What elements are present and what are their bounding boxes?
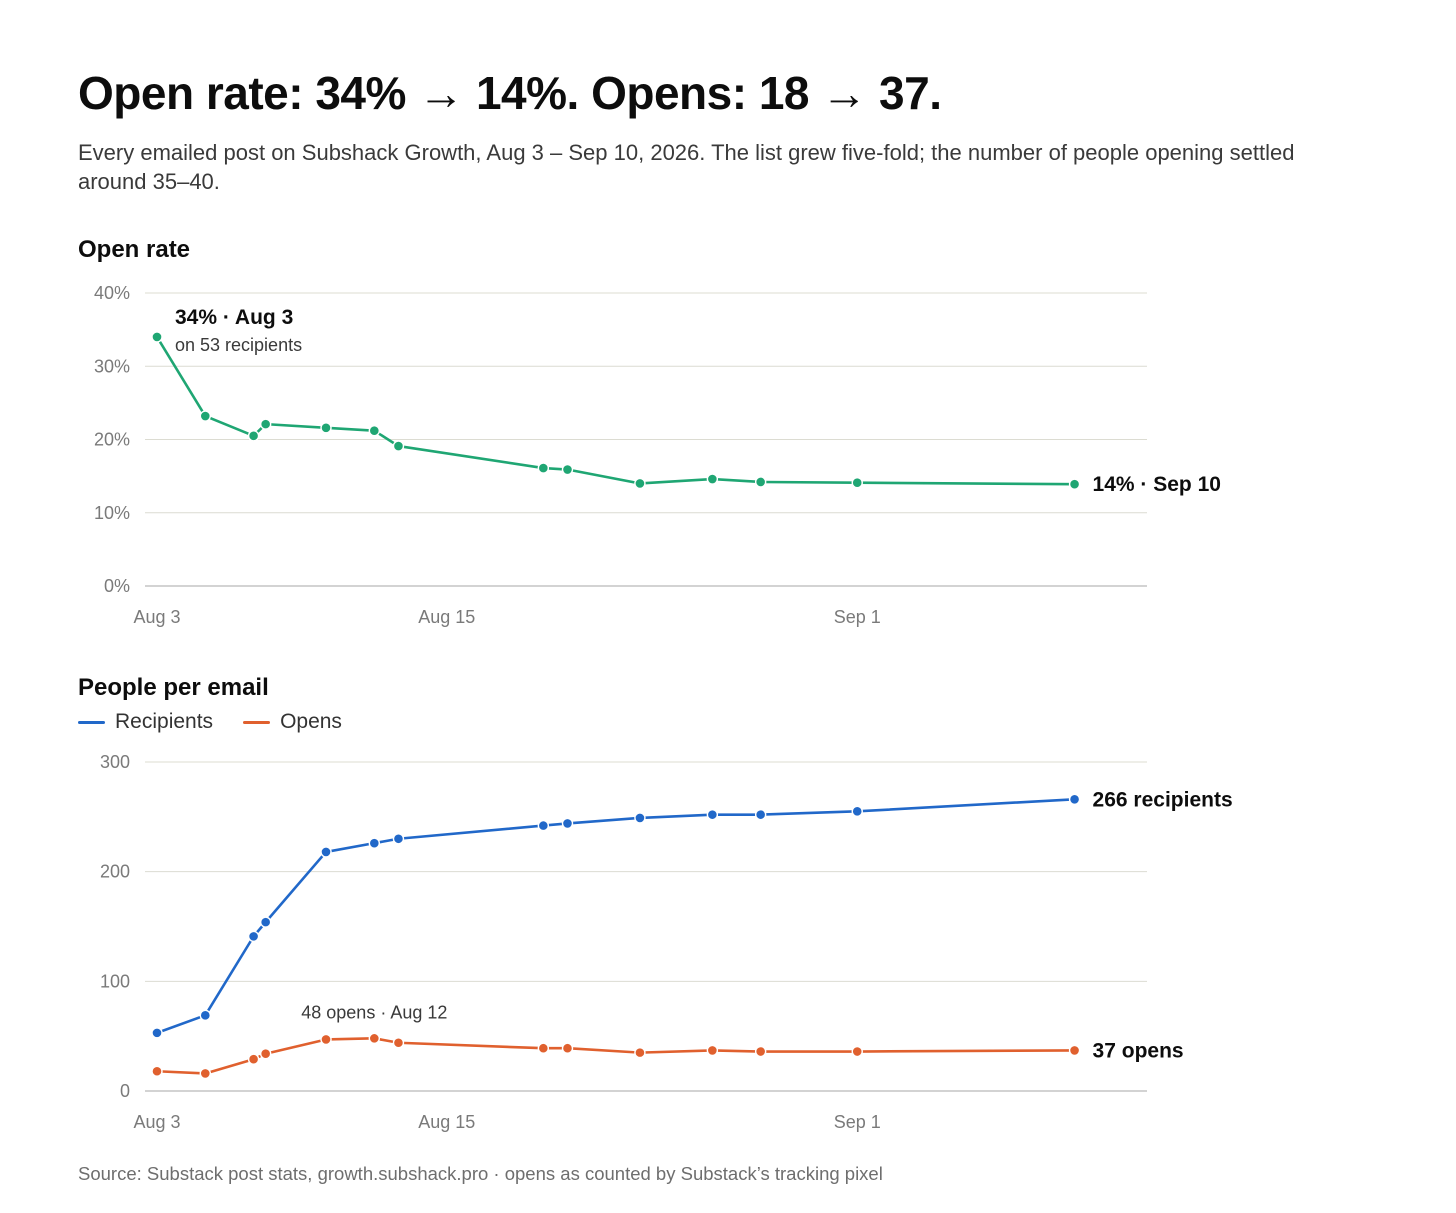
x-tick-label-0: Aug 3: [133, 1112, 180, 1132]
data-point-0-7: [537, 462, 550, 474]
data-point-1-11: [754, 1045, 767, 1058]
series-line-0: [155, 797, 1076, 1035]
data-point-0-2: [247, 930, 260, 943]
data-point-0-5: [368, 837, 381, 849]
y-tick-label-3: 300: [100, 752, 130, 772]
data-point-0-1: [199, 410, 211, 422]
data-point-1-9: [634, 1046, 646, 1059]
data-point-0-11: [754, 476, 767, 488]
annotation-label-2: 37 opens: [1093, 1039, 1184, 1062]
y-tick-label-1: 10%: [94, 503, 130, 523]
data-point-0-13: [1068, 793, 1081, 805]
data-point-0-8: [561, 817, 574, 830]
legend: Recipients Opens: [78, 710, 342, 734]
data-point-0-11: [754, 808, 767, 821]
data-point-0-10: [706, 808, 719, 821]
data-point-0-0: [151, 331, 163, 343]
x-tick-label-1: Aug 15: [418, 607, 475, 627]
data-point-1-0: [151, 1065, 163, 1077]
legend-label-opens: Opens: [280, 710, 342, 733]
data-point-1-1: [199, 1067, 211, 1080]
y-tick-label-1: 100: [100, 971, 130, 991]
data-point-0-13: [1068, 478, 1081, 490]
subtitle: Every emailed post on Subshack Growth, A…: [78, 140, 1295, 194]
data-point-1-4: [320, 1033, 332, 1046]
y-tick-label-3: 30%: [94, 356, 130, 376]
data-point-0-4: [320, 422, 332, 434]
series-line-0: [155, 335, 1076, 486]
data-point-1-5: [368, 1032, 381, 1045]
data-point-1-2: [247, 1053, 260, 1065]
data-point-1-10: [706, 1044, 719, 1057]
legend-item-opens: Opens: [243, 710, 342, 734]
x-tick-label-2: Sep 1: [834, 607, 881, 627]
open-rate-chart-title: Open rate: [78, 236, 191, 263]
headline: Open rate: 34% → 14%. Opens: 18 → 37.: [78, 67, 942, 119]
annotation-label-1: 14% · Sep 10: [1093, 473, 1221, 496]
y-tick-label-2: 20%: [94, 430, 130, 450]
data-point-0-6: [392, 440, 405, 452]
data-point-0-1: [199, 1009, 211, 1022]
annotation-label-1: 266 recipients: [1093, 788, 1233, 811]
data-point-0-12: [851, 805, 863, 818]
y-tick-label-4: 40%: [94, 283, 130, 303]
y-tick-label-0: 0%: [104, 576, 130, 596]
annotation-label-0: 34% · Aug 3: [175, 306, 293, 329]
data-point-0-0: [151, 1027, 163, 1039]
data-point-0-3: [259, 418, 272, 430]
y-tick-label-0: 0: [120, 1081, 130, 1101]
data-point-1-7: [537, 1042, 550, 1054]
data-point-0-12: [851, 477, 863, 489]
x-tick-label-0: Aug 3: [133, 607, 180, 627]
data-point-0-3: [259, 916, 272, 928]
legend-item-recipients: Recipients: [78, 710, 213, 734]
data-point-0-7: [537, 819, 550, 832]
source-note: Source: Substack post stats, growth.subs…: [78, 1163, 883, 1184]
data-point-0-5: [368, 425, 381, 437]
data-point-1-13: [1068, 1044, 1081, 1057]
data-point-0-6: [392, 833, 405, 845]
data-point-0-9: [634, 812, 646, 824]
people-chart-title: People per email: [78, 674, 269, 701]
annotation-sublabel-0: on 53 recipients: [175, 335, 302, 355]
data-point-1-12: [851, 1045, 863, 1058]
annotation-label-0: 48 opens · Aug 12: [301, 1002, 447, 1022]
data-point-0-4: [320, 846, 332, 858]
data-point-1-6: [392, 1037, 405, 1049]
series-line-1: [155, 1037, 1076, 1075]
data-point-0-2: [247, 430, 260, 442]
data-point-0-8: [561, 463, 574, 476]
data-point-0-9: [634, 477, 646, 490]
x-tick-label-1: Aug 15: [418, 1112, 475, 1132]
people-per-email-chart: 0 100 200 300 Aug 3 Aug 15 Sep 1 48 opens · Aug…: [100, 752, 1233, 1132]
data-point-0-10: [706, 473, 719, 485]
data-point-1-8: [561, 1042, 574, 1054]
x-tick-label-2: Sep 1: [834, 1112, 881, 1132]
data-point-1-3: [259, 1048, 272, 1060]
y-tick-label-2: 200: [100, 862, 130, 882]
open-rate-chart: 0% 10% 20% 30% 40% Aug 3 Aug 15 Sep 1 34% · Aug …: [94, 283, 1221, 627]
legend-swatch-opens: [243, 720, 271, 724]
legend-swatch-recipients: [78, 720, 105, 724]
legend-label-recipients: Recipients: [115, 710, 214, 733]
